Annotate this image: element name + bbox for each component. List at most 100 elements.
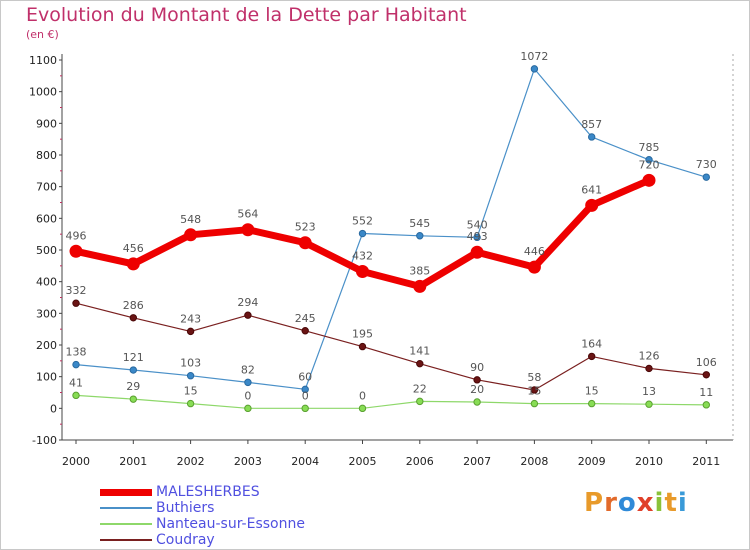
- legend: MALESHERBES Buthiers Nanteau-sur-Essonne Co…: [100, 484, 305, 548]
- data-point: [470, 245, 484, 259]
- y-tick-label: 900: [36, 117, 57, 130]
- data-label: 15: [527, 385, 541, 398]
- legend-item: Nanteau-sur-Essonne: [100, 516, 305, 532]
- data-label: 548: [180, 213, 201, 226]
- data-label: 82: [241, 363, 255, 376]
- data-point: [129, 366, 138, 374]
- y-tick-label: 300: [36, 307, 57, 320]
- data-label: 857: [581, 118, 602, 131]
- data-label: 0: [302, 389, 309, 402]
- data-label: 141: [409, 345, 430, 358]
- logo-letter: o: [617, 488, 637, 518]
- data-point: [186, 327, 195, 336]
- data-label: 13: [642, 385, 656, 398]
- data-point: [416, 359, 424, 368]
- data-point: [126, 257, 140, 271]
- data-point: [301, 404, 309, 413]
- data-point: [413, 279, 427, 293]
- data-label: 138: [66, 346, 87, 359]
- data-point: [301, 385, 309, 394]
- data-point: [358, 342, 367, 351]
- x-tick-label: 2007: [463, 455, 491, 468]
- data-label: 121: [123, 351, 144, 364]
- data-label: 20: [470, 383, 484, 396]
- data-point: [702, 173, 710, 181]
- data-point: [72, 299, 80, 307]
- data-point: [358, 404, 367, 413]
- data-label: 22: [413, 382, 427, 395]
- logo-letter: t: [664, 488, 678, 518]
- data-label: 785: [639, 141, 660, 154]
- data-point: [642, 173, 656, 187]
- x-tick-label: 2005: [349, 455, 377, 468]
- logo-letter: i: [654, 488, 665, 518]
- data-label: 15: [184, 385, 198, 398]
- series-line: [75, 302, 707, 391]
- x-tick-label: 2004: [291, 455, 319, 468]
- legend-swatch: [100, 539, 152, 541]
- data-point: [585, 198, 599, 212]
- data-label: 432: [352, 250, 373, 263]
- data-label: 540: [467, 218, 488, 231]
- data-label: 385: [409, 264, 430, 277]
- series-malesherbes: [69, 173, 656, 293]
- data-point: [69, 244, 83, 258]
- data-label: 126: [639, 349, 660, 362]
- data-labels: 496 456 548 564 523 432 385 493 446 641 720 138 121 1…: [66, 50, 717, 402]
- data-label: 641: [581, 183, 602, 196]
- data-label: 523: [295, 221, 316, 234]
- data-point: [301, 327, 309, 335]
- series-nanteau-sur-essonne: [72, 391, 710, 413]
- data-point: [416, 397, 424, 406]
- y-tick-label: 100: [36, 371, 57, 384]
- y-tick-label: 1000: [29, 86, 57, 99]
- data-label: 0: [359, 389, 366, 402]
- series-layer: [69, 65, 710, 413]
- legend-swatch: [100, 488, 152, 496]
- data-point: [244, 378, 252, 387]
- x-tick-label: 2010: [635, 455, 663, 468]
- data-point: [356, 265, 369, 279]
- series-line: [75, 394, 707, 409]
- data-point: [702, 401, 710, 409]
- x-tick-label: 2003: [234, 455, 262, 468]
- y-tick-label: 0: [50, 402, 57, 415]
- data-label: 245: [295, 312, 316, 325]
- data-point: [186, 399, 195, 408]
- data-point: [72, 360, 80, 369]
- data-point: [298, 236, 312, 250]
- data-point: [527, 260, 541, 274]
- data-point: [645, 156, 653, 164]
- data-label: 730: [696, 158, 717, 171]
- data-label: 545: [409, 217, 430, 230]
- data-label: 332: [66, 284, 87, 297]
- y-tick-label: 600: [36, 212, 57, 225]
- data-label: 11: [699, 386, 713, 399]
- y-tick-label: 1100: [29, 54, 57, 67]
- legend-label: MALESHERBES: [156, 484, 260, 500]
- data-point: [588, 399, 596, 408]
- legend-label: Coudray: [156, 532, 215, 548]
- data-point: [184, 228, 198, 242]
- data-label: 496: [66, 229, 87, 242]
- data-point: [473, 398, 481, 406]
- data-label: 90: [470, 361, 484, 374]
- y-tick-label: 800: [36, 149, 57, 162]
- data-point: [416, 232, 424, 240]
- series-line: [75, 68, 707, 390]
- data-label: 164: [581, 337, 602, 350]
- data-point: [588, 352, 596, 361]
- series-buthiers: [72, 65, 710, 394]
- data-label: 243: [180, 312, 201, 325]
- data-label: 564: [237, 208, 258, 221]
- data-point: [244, 311, 252, 319]
- data-label: 0: [244, 389, 251, 402]
- data-label: 1072: [520, 50, 548, 63]
- data-point: [588, 133, 596, 141]
- legend-item: Buthiers: [100, 500, 305, 516]
- x-tick-label: 2001: [119, 455, 147, 468]
- y-tick-label: 500: [36, 244, 57, 257]
- data-point: [645, 364, 653, 373]
- data-label: 58: [527, 371, 541, 384]
- data-label: 29: [126, 380, 140, 393]
